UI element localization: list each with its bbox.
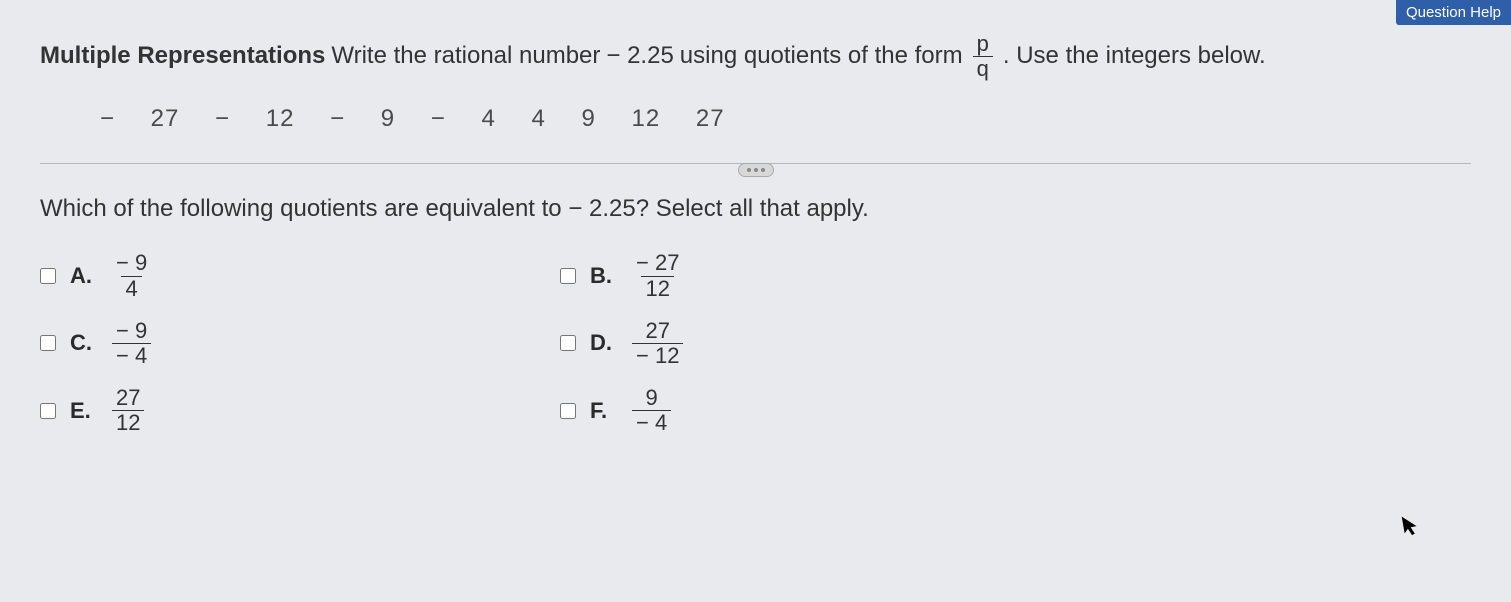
option-d-label: D.: [590, 330, 614, 356]
checkbox-d[interactable]: [560, 335, 576, 351]
fraction-numerator: p: [973, 32, 993, 56]
prompt-before: Write the rational number: [331, 37, 600, 75]
option-b-fraction: − 27 12: [632, 251, 683, 300]
cursor-icon: [1401, 513, 1424, 546]
option-a-den: 4: [121, 276, 141, 301]
checkbox-f[interactable]: [560, 403, 576, 419]
option-a-label: A.: [70, 263, 94, 289]
option-e-label: E.: [70, 398, 94, 424]
option-a-fraction: − 9 4: [112, 251, 151, 300]
checkbox-b[interactable]: [560, 268, 576, 284]
option-b-den: 12: [641, 276, 673, 301]
option-b: B. − 27 12: [560, 251, 1040, 300]
option-f-label: F.: [590, 398, 614, 424]
option-a: A. − 9 4: [40, 251, 520, 300]
option-e: E. 27 12: [40, 386, 520, 435]
prompt-after-fraction: . Use the integers below.: [1003, 37, 1266, 75]
option-c-num: − 9: [112, 319, 151, 343]
option-d-den: − 12: [632, 343, 683, 368]
option-e-fraction: 27 12: [112, 386, 144, 435]
prompt-lead: Multiple Representations: [40, 37, 325, 75]
help-button-label: Question Help: [1406, 4, 1501, 21]
option-b-num: − 27: [632, 251, 683, 275]
drag-handle-icon[interactable]: [738, 163, 774, 177]
prompt-fraction: p q: [973, 32, 993, 81]
fraction-denominator: q: [973, 56, 993, 81]
question-text: Which of the following quotients are equ…: [40, 195, 1471, 223]
option-e-den: 12: [112, 410, 144, 435]
option-e-num: 27: [112, 386, 144, 410]
option-c-den: − 4: [112, 343, 151, 368]
option-d-num: 27: [641, 319, 673, 343]
option-f-den: − 4: [632, 410, 671, 435]
option-f-fraction: 9 − 4: [632, 386, 671, 435]
question-content: Multiple Representations Write the ratio…: [0, 0, 1511, 456]
checkbox-a[interactable]: [40, 268, 56, 284]
options-grid: A. − 9 4 B. − 27 12 C. − 9 − 4 D.: [40, 251, 1040, 435]
prompt-value: − 2.25: [606, 37, 673, 75]
option-d: D. 27 − 12: [560, 319, 1040, 368]
option-c: C. − 9 − 4: [40, 319, 520, 368]
option-a-num: − 9: [112, 251, 151, 275]
checkbox-c[interactable]: [40, 335, 56, 351]
option-b-label: B.: [590, 263, 614, 289]
prompt-after-value: using quotients of the form: [680, 37, 963, 75]
checkbox-e[interactable]: [40, 403, 56, 419]
question-help-button[interactable]: Question Help: [1396, 0, 1511, 25]
option-f-num: 9: [641, 386, 661, 410]
option-d-fraction: 27 − 12: [632, 319, 683, 368]
option-c-fraction: − 9 − 4: [112, 319, 151, 368]
integers-list: − 27 − 12 − 9 − 4 4 9 12 27: [40, 99, 1471, 163]
option-f: F. 9 − 4: [560, 386, 1040, 435]
option-c-label: C.: [70, 330, 94, 356]
prompt-text: Multiple Representations Write the ratio…: [40, 32, 1471, 81]
